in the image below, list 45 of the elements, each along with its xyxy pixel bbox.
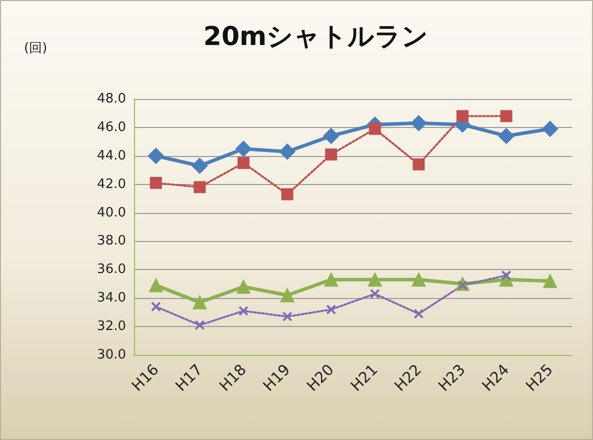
y-tick-label: 34.0 xyxy=(97,290,126,306)
point xyxy=(281,188,294,200)
point xyxy=(148,148,164,164)
point xyxy=(326,304,336,314)
y-tick-label: 44.0 xyxy=(97,148,126,164)
y-tick-label: 36.0 xyxy=(97,262,126,278)
y-axis-title: (回) xyxy=(24,41,48,56)
y-tick-label: 40.0 xyxy=(97,205,126,220)
point xyxy=(412,272,426,287)
point xyxy=(412,158,425,170)
point xyxy=(150,302,161,312)
point xyxy=(192,295,207,310)
point xyxy=(543,274,558,288)
point xyxy=(414,308,424,319)
y-tick-label: 42.0 xyxy=(97,176,126,192)
y-tick-label: 30.0 xyxy=(97,348,126,362)
point xyxy=(325,148,338,160)
point xyxy=(282,312,292,322)
point xyxy=(500,110,512,122)
point xyxy=(148,278,163,292)
point xyxy=(370,288,380,299)
y-tick-label: 32.0 xyxy=(97,319,126,334)
point xyxy=(324,272,338,287)
point xyxy=(150,176,162,189)
point xyxy=(236,140,252,157)
point xyxy=(279,144,296,160)
point xyxy=(368,122,381,135)
point xyxy=(238,157,250,169)
point xyxy=(192,158,208,174)
point xyxy=(323,128,340,144)
point xyxy=(194,181,206,194)
y-tick-label: 46.0 xyxy=(97,120,126,135)
point xyxy=(498,128,514,144)
point xyxy=(456,110,468,122)
point xyxy=(542,120,558,137)
chart-title: 20mシャトルラン xyxy=(203,22,429,52)
point xyxy=(236,280,250,294)
x-tick-label: H21 xyxy=(347,360,382,395)
point xyxy=(280,288,294,302)
point xyxy=(194,320,205,330)
y-tick-label: 48.0 xyxy=(97,92,126,106)
point xyxy=(368,272,382,287)
point xyxy=(238,306,248,316)
point xyxy=(410,115,427,132)
y-tick-label: 38.0 xyxy=(97,234,126,249)
